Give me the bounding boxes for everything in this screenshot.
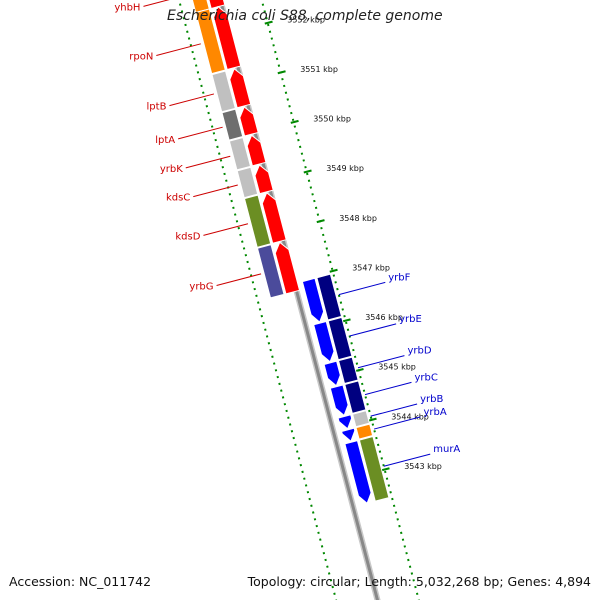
gene-arrow-kdsD: [261, 191, 287, 244]
gene-label-kdsD: kdsD: [175, 231, 200, 242]
gene-label-yrbF: yrbF: [388, 272, 410, 283]
gene-label-yhbH: yhbH: [114, 2, 140, 13]
gene-cog-rpoN: [195, 8, 226, 75]
gene-cog-kdsD: [243, 194, 272, 248]
major-tick: [290, 119, 299, 124]
gene-cog-lptB: [211, 70, 236, 113]
gene-arrow-yrbF: [301, 277, 325, 323]
gene-labels: yhbH rpoN lptB lptA yrbK kdsC kdsD yrbG yrbF yrbE…: [114, 0, 460, 467]
label-leader-yrbF: [338, 281, 386, 296]
gene-label-yrbB: yrbB: [420, 394, 443, 405]
label-leader-yrbE: [349, 323, 397, 337]
gene-arrow-rpoN: [213, 5, 242, 71]
gene-label-yrbA: yrbA: [423, 407, 446, 418]
gene-label-yrbE: yrbE: [399, 314, 422, 325]
tick-label: 3551 kbp: [300, 65, 338, 74]
major-tick: [264, 20, 273, 25]
gene-arrow-yrbK: [246, 134, 267, 167]
gene-arrow-murA: [344, 439, 372, 505]
label-leader-kdsC: [193, 184, 238, 198]
gene-cog-yrbB: [351, 410, 371, 428]
tick-label: 3546 kbp: [365, 313, 403, 322]
major-tick: [368, 417, 377, 422]
gene-label-yrbC: yrbC: [414, 372, 437, 383]
label-leader-yrbA: [373, 416, 421, 430]
label-leader-lptA: [178, 126, 223, 140]
gene-cog-murA: [358, 435, 390, 502]
major-tick: [355, 368, 364, 372]
label-leader-yrbG: [216, 273, 262, 286]
major-tick: [329, 268, 338, 273]
tick-label: 3545 kbp: [378, 363, 416, 372]
gene-label-yrbK: yrbK: [160, 164, 183, 175]
gene-tracks: [191, 0, 390, 505]
tick-ring-right: [260, 0, 420, 600]
gene-arrow-kdsC: [254, 164, 274, 195]
gene-label-yrbD: yrbD: [407, 346, 431, 357]
gene-cog-yrbE: [327, 316, 353, 361]
gene-arrow-yrbE: [313, 320, 335, 363]
tick-label: 3548 kbp: [339, 214, 377, 223]
major-tick: [303, 169, 312, 174]
label-leader-yrbD: [357, 355, 405, 369]
accession-text: Accession: NC_011742: [9, 574, 152, 589]
gene-label-rpoN: rpoN: [129, 51, 153, 62]
label-leader-lptB: [169, 93, 215, 107]
tick-label: 3547 kbp: [352, 263, 390, 272]
major-tick: [316, 219, 325, 224]
label-leader-murA: [383, 453, 431, 467]
gene-label-yrbG: yrbG: [189, 282, 213, 293]
major-tick: [277, 70, 286, 75]
gene-cog-yrbC: [344, 380, 367, 414]
label-leader-yhbH: [143, 0, 170, 7]
gene-arrow-yrbD: [323, 360, 341, 387]
tick-label: 3543 kbp: [404, 462, 442, 471]
gene-cog-yrbK: [228, 136, 252, 171]
tick-ring-left: [177, 0, 338, 600]
gene-arrow-lptA: [239, 106, 259, 137]
gene-arrow-yrbB: [337, 414, 353, 430]
gene-label-kdsC: kdsC: [166, 193, 190, 204]
tick-label: 3549 kbp: [326, 164, 364, 173]
gene-cog-yrbA: [355, 423, 374, 440]
gene-arrow-yrbA: [340, 427, 356, 443]
gene-arrow-yrbC: [329, 384, 349, 417]
major-tick: [381, 467, 390, 472]
gene-cog-yrbG: [256, 244, 285, 299]
label-leader-yrbK: [185, 155, 231, 169]
gene-arrow-yrbG: [274, 241, 301, 295]
gene-arrow-lptB: [229, 68, 252, 109]
tick-label: 3552 kbp: [287, 15, 325, 24]
label-leader-yrbC: [364, 381, 412, 396]
gene-cog-kdsC: [236, 166, 259, 199]
tick-label: 3550 kbp: [313, 115, 351, 124]
major-tick: [342, 318, 351, 323]
gene-label-lptA: lptA: [155, 135, 175, 146]
tick-label: 3544 kbp: [391, 412, 429, 421]
gene-cog-yrbF: [316, 273, 343, 321]
label-leader-kdsD: [203, 223, 249, 236]
label-leader-rpoN: [156, 43, 201, 56]
gene-arrow-yhbH: [208, 0, 226, 10]
map-title: Escherichia coli S88, complete genome: [167, 8, 443, 24]
gene-cog-yrbD: [337, 356, 359, 385]
gene-label-lptB: lptB: [147, 102, 167, 113]
tick-ring: 3552 kbp 3551 kbp 3550 kbp 3549 kbp 3548 kbp…: [177, 0, 442, 600]
gene-label-murA: murA: [433, 444, 460, 455]
label-leader-yrbB: [370, 403, 418, 417]
gene-cog-lptA: [221, 108, 244, 141]
genome-summary-text: Topology: circular; Length: 5,032,268 bp…: [247, 574, 591, 589]
